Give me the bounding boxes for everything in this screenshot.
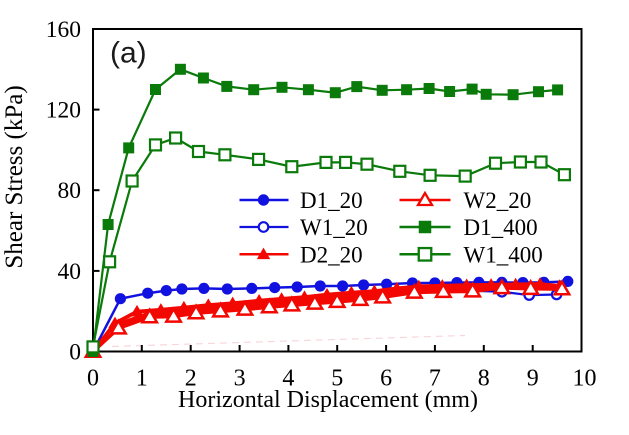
svg-text:5: 5 [331,366,343,392]
svg-text:W1_400: W1_400 [464,242,543,267]
svg-text:8: 8 [478,366,490,392]
svg-text:0: 0 [87,366,99,392]
svg-text:0: 0 [69,340,81,366]
svg-text:Shear Stress (kPa): Shear Stress (kPa) [1,85,28,268]
svg-text:9: 9 [527,366,539,392]
svg-text:80: 80 [58,178,82,204]
svg-text:W2_20: W2_20 [464,188,532,213]
svg-text:D1_400: D1_400 [464,215,538,240]
svg-text:120: 120 [46,98,81,124]
svg-text:D2_20: D2_20 [300,242,363,267]
svg-text:160: 160 [46,17,81,43]
svg-text:6: 6 [380,366,392,392]
svg-text:(a): (a) [110,37,147,70]
svg-text:4: 4 [282,366,294,392]
svg-text:D1_20: D1_20 [300,188,363,213]
svg-text:W1_20: W1_20 [300,215,368,240]
svg-text:10: 10 [573,366,597,392]
svg-text:1: 1 [136,366,148,392]
svg-text:2: 2 [185,366,197,392]
svg-text:7: 7 [429,366,441,392]
svg-text:3: 3 [234,366,246,392]
svg-text:Horizontal Displacement (mm): Horizontal Displacement (mm) [178,387,478,413]
svg-text:40: 40 [58,259,82,285]
